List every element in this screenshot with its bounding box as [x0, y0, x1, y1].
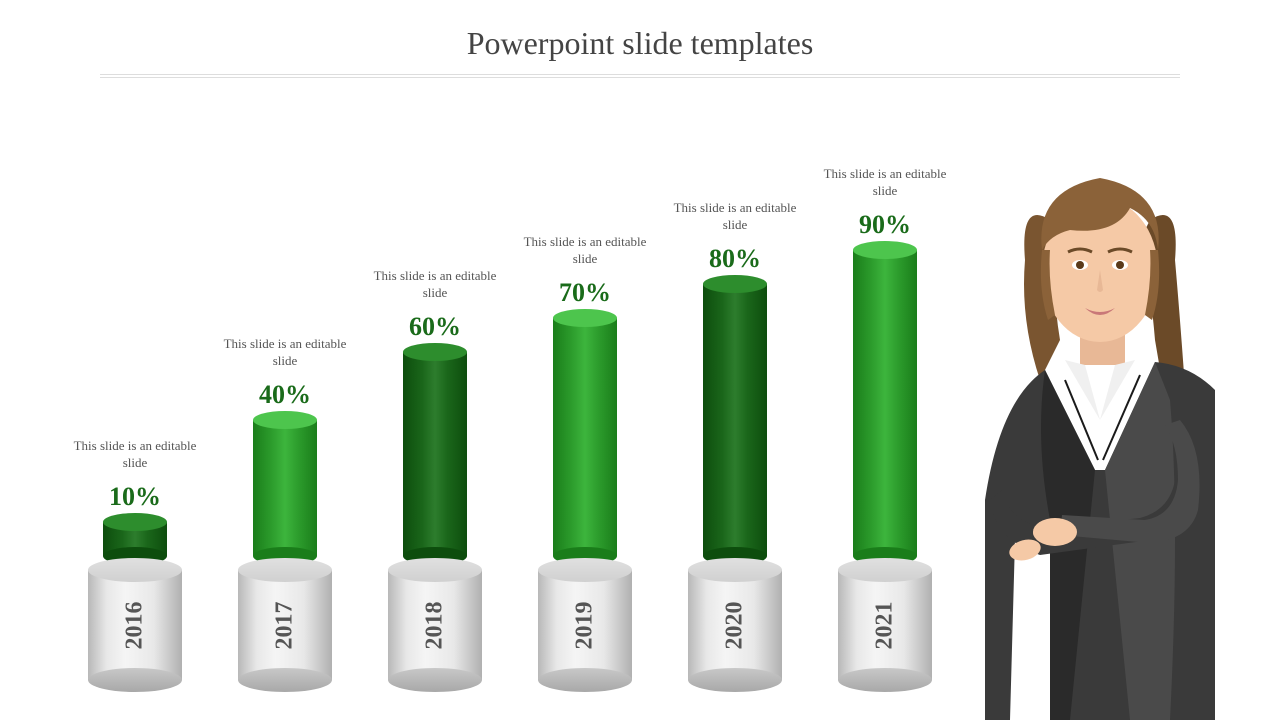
- bar-caption: This slide is an editable slide: [220, 336, 350, 370]
- page-title: Powerpoint slide templates: [0, 0, 1280, 62]
- bar-cylinder: [553, 318, 617, 556]
- bar-cylinder: [853, 250, 917, 556]
- bar-cylinder: [103, 522, 167, 556]
- bar-year-label: 2018: [422, 601, 449, 649]
- bar-base: 2018: [388, 570, 482, 680]
- businesswoman-illustration: [920, 140, 1280, 720]
- bar-base: 2016: [88, 570, 182, 680]
- bar-base: 2017: [238, 570, 332, 680]
- bar-cylinder: [253, 420, 317, 556]
- title-divider: [100, 74, 1180, 78]
- bar-year-label: 2019: [572, 601, 599, 649]
- bar-percent: 10%: [109, 482, 161, 512]
- bar-year-label: 2020: [722, 601, 749, 649]
- bar-caption: This slide is an editable slide: [520, 234, 650, 268]
- bar-base: 2021: [838, 570, 932, 680]
- bar-caption: This slide is an editable slide: [70, 438, 200, 472]
- bar-base: 2020: [688, 570, 782, 680]
- bar-percent: 40%: [259, 380, 311, 410]
- bar-2016: This slide is an editable slide 10% 2016: [70, 438, 200, 680]
- bar-year-label: 2016: [122, 601, 149, 649]
- bar-year-label: 2017: [272, 601, 299, 649]
- bar-2018: This slide is an editable slide 60% 2018: [370, 268, 500, 680]
- bar-chart: This slide is an editable slide10%2016Th…: [60, 120, 960, 680]
- bar-2020: This slide is an editable slide 80% 2020: [670, 200, 800, 680]
- bar-percent: 90%: [859, 210, 911, 240]
- bar-2017: This slide is an editable slide 40% 2017: [220, 336, 350, 680]
- bar-cylinder: [703, 284, 767, 556]
- bar-caption: This slide is an editable slide: [670, 200, 800, 234]
- bar-cylinder: [403, 352, 467, 556]
- bar-year-label: 2021: [872, 601, 899, 649]
- bar-2019: This slide is an editable slide 70% 2019: [520, 234, 650, 680]
- bar-percent: 70%: [559, 278, 611, 308]
- bar-caption: This slide is an editable slide: [370, 268, 500, 302]
- bar-percent: 80%: [709, 244, 761, 274]
- bar-percent: 60%: [409, 312, 461, 342]
- bar-base: 2019: [538, 570, 632, 680]
